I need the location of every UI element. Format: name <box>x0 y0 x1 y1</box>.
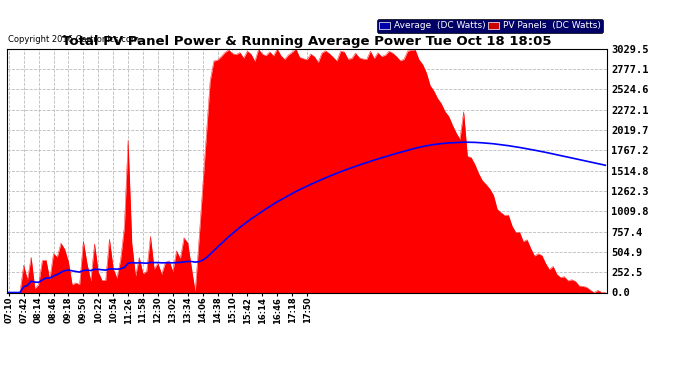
Title: Total PV Panel Power & Running Average Power Tue Oct 18 18:05: Total PV Panel Power & Running Average P… <box>62 34 552 48</box>
Legend: Average  (DC Watts), PV Panels  (DC Watts): Average (DC Watts), PV Panels (DC Watts) <box>377 19 602 33</box>
Text: Copyright 2016 Cartronics.com: Copyright 2016 Cartronics.com <box>8 35 139 44</box>
